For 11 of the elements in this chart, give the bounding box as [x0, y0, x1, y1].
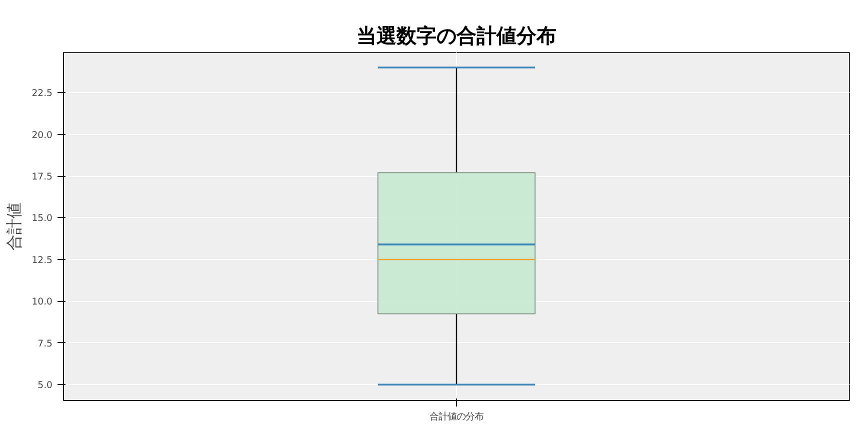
- y-tick-label: 20.0: [32, 130, 53, 141]
- y-tick-label: 17.5: [32, 172, 53, 183]
- chart-title: 当選数字の合計値分布: [356, 24, 556, 48]
- y-tick-label: 5.0: [38, 380, 53, 392]
- y-tick-label: 22.5: [32, 88, 53, 100]
- y-axis-title: 合計値: [4, 202, 24, 250]
- y-tick-label: 12.5: [32, 254, 53, 266]
- x-tick-label: 合計値の分布: [430, 412, 484, 422]
- y-tick-label: 15.0: [32, 213, 53, 224]
- y-tick-label: 10.0: [32, 296, 53, 308]
- y-tick-label: 7.5: [38, 338, 53, 350]
